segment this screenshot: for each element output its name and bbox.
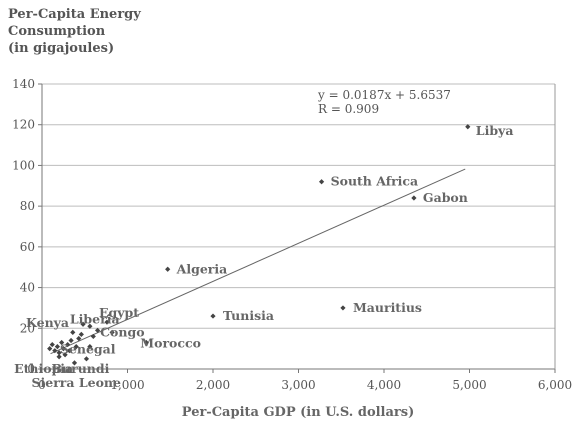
data-point (80, 321, 86, 327)
y-tick-label: 60 (20, 240, 35, 254)
x-tick-label: 2,000 (196, 378, 230, 392)
y-tick-label: 0 (27, 362, 35, 376)
point-label: Egypt (99, 305, 139, 320)
point-label: South Africa (331, 174, 419, 189)
data-points (47, 124, 471, 366)
data-point (94, 327, 101, 333)
point-label: Mauritius (353, 300, 422, 315)
data-point (47, 346, 53, 352)
point-label: Algeria (176, 261, 228, 276)
tick-labels: 0 20 40 60 80 100 120 140 0 1,000 2,000 3,000 4,000 5… (12, 77, 572, 392)
y-axis-label-line-3: (in gigajoules) (8, 41, 115, 56)
y-tick-label: 80 (20, 199, 35, 213)
data-point (318, 179, 325, 185)
x-axis-label: Per-Capita GDP (in U.S. dollars) (181, 405, 415, 420)
point-label: Kenya (26, 315, 69, 330)
data-point (59, 339, 65, 346)
data-point (71, 360, 78, 366)
y-axis-label-line-2: Consumption (8, 24, 106, 39)
x-tick-label: 1,000 (110, 378, 144, 392)
regression-annotation: y = 0.0187x + 5.6537 R = 0.909 (318, 88, 451, 116)
point-label: Gabon (423, 190, 468, 205)
data-point (62, 352, 68, 358)
y-tick-label: 40 (20, 281, 35, 295)
data-point (73, 344, 79, 350)
data-point (49, 341, 55, 348)
data-point (76, 335, 82, 342)
data-point (65, 341, 71, 348)
data-point (87, 323, 93, 329)
point-label: Congo (100, 324, 144, 339)
point-label: Libya (476, 123, 514, 138)
point-label: Tunisia (223, 308, 274, 323)
y-tick-label: 140 (12, 77, 35, 91)
grid-lines (42, 83, 555, 329)
data-point (70, 329, 76, 335)
x-tick-label: 0 (38, 378, 46, 392)
point-label: Liberia (70, 311, 120, 326)
data-point (143, 339, 149, 346)
data-point (340, 305, 346, 311)
point-label: Senegal (60, 342, 116, 357)
data-point (109, 329, 115, 335)
trendline (50, 168, 466, 355)
point-labels: Libya South Africa Gabon Algeria Tunisia Maur… (14, 123, 513, 390)
x-tick-label: 5,000 (452, 378, 486, 392)
trendline-group (50, 168, 466, 355)
data-point (54, 344, 60, 350)
data-point (83, 356, 90, 362)
x-tick-label: 6,000 (538, 378, 572, 392)
data-point (90, 333, 96, 340)
equation-text: y = 0.0187x + 5.6537 (318, 88, 451, 102)
point-label: Burundi (51, 361, 109, 376)
data-point (56, 350, 62, 356)
r-value-text: R = 0.909 (318, 102, 380, 116)
data-point (56, 354, 62, 360)
data-point (68, 337, 74, 344)
y-axis-label: Per-Capita Energy Consumption (in gigajo… (8, 6, 141, 57)
data-point (52, 348, 58, 354)
data-point (411, 195, 417, 201)
y-tick-label: 100 (12, 158, 35, 172)
axes (38, 83, 556, 373)
data-point (87, 344, 93, 350)
data-point (210, 313, 216, 319)
y-tick-label: 20 (20, 321, 35, 335)
point-label: Sierra Leone (31, 375, 121, 390)
data-point (465, 124, 471, 130)
data-point (104, 319, 110, 325)
data-point (78, 331, 84, 337)
point-label: Ethiopia (14, 361, 73, 376)
data-point (60, 346, 66, 352)
x-tick-label: 3,000 (281, 378, 315, 392)
x-tick-label: 4,000 (367, 378, 401, 392)
data-point (165, 266, 171, 272)
data-point (66, 348, 72, 354)
point-label: Morocco (140, 336, 201, 351)
y-tick-label: 120 (12, 118, 35, 132)
y-axis-label-line-1: Per-Capita Energy (8, 7, 141, 22)
